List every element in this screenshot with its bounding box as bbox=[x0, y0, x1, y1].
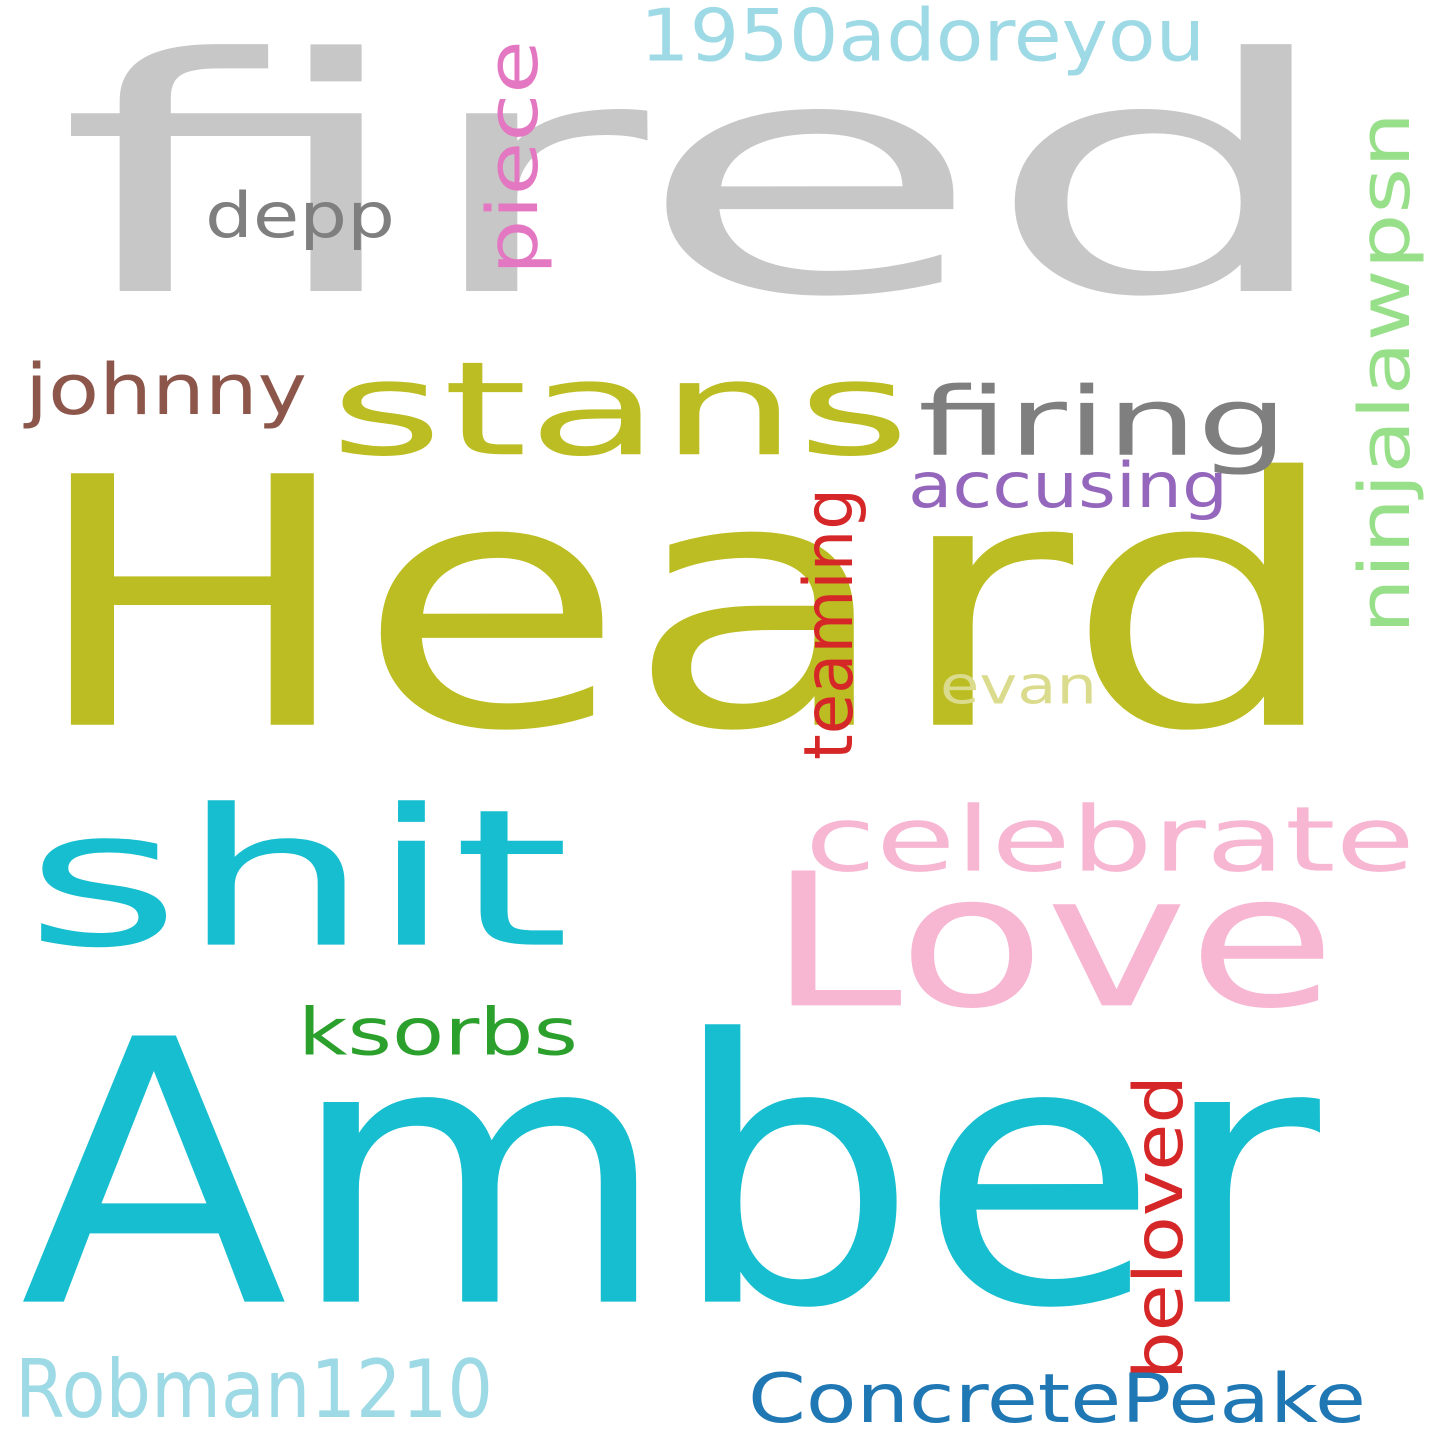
word-evan: evan bbox=[940, 655, 1097, 717]
word-love: Love bbox=[768, 833, 1336, 1050]
word-shit: shit bbox=[25, 767, 570, 991]
word-piece: piece bbox=[471, 40, 554, 275]
word-accusing: accusing bbox=[908, 449, 1228, 522]
word-ksorbs: ksorbs bbox=[298, 994, 578, 1071]
word-amber: Amber bbox=[20, 962, 1320, 1390]
word-heard: Heard bbox=[28, 403, 1343, 808]
word-beloved: beloved bbox=[1118, 1075, 1199, 1380]
word-ninjalawpsn: ninjalawpsn bbox=[1343, 111, 1426, 634]
word-concretepeake: ConcretePeake bbox=[748, 1358, 1366, 1439]
word-johnny: johnny bbox=[25, 348, 307, 431]
word-1950adoreyou: 1950adoreyou bbox=[640, 0, 1205, 78]
word-fired: fired bbox=[58, 0, 1343, 369]
word-depp: depp bbox=[205, 179, 395, 252]
word-robman1210: Robman1210 bbox=[15, 1342, 493, 1437]
word-teaming: teaming bbox=[788, 488, 869, 760]
word-firing: firing bbox=[918, 366, 1288, 478]
word-stans: stans bbox=[330, 333, 910, 486]
word-celebrate: celebrate bbox=[805, 786, 1415, 893]
